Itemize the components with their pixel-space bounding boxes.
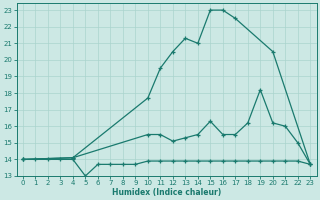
X-axis label: Humidex (Indice chaleur): Humidex (Indice chaleur) (112, 188, 221, 197)
